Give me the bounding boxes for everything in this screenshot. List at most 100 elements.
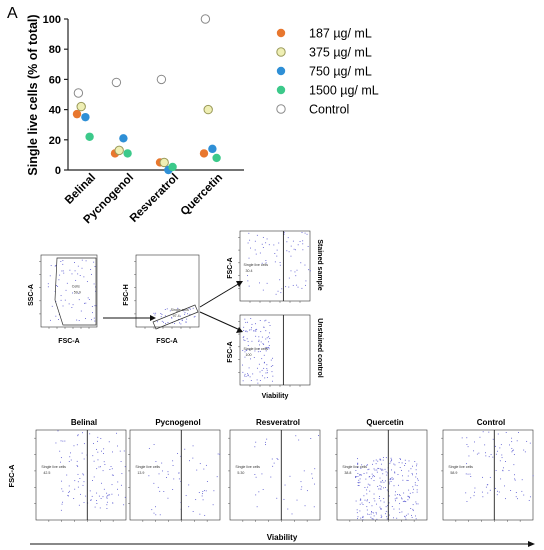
event-dot — [487, 492, 489, 494]
event-dot — [514, 479, 516, 481]
plot-frame — [442, 429, 534, 521]
event-dot — [106, 492, 108, 494]
event-dot — [302, 243, 304, 245]
event-dot — [50, 265, 52, 267]
event-dot — [416, 489, 418, 491]
event-dot — [290, 255, 292, 257]
event-dot — [202, 490, 204, 492]
event-dot — [56, 285, 57, 286]
event-dot — [371, 518, 373, 520]
event-dot — [76, 465, 78, 466]
event-dot — [511, 441, 513, 443]
event-dot — [60, 295, 62, 297]
event-dot — [397, 494, 398, 496]
gating-strategy: Cells 59.9 SSC-A FSC-A Single cells 97.4 FSC-H… — [28, 230, 323, 400]
event-dot — [180, 481, 182, 482]
event-dot — [49, 319, 51, 321]
event-dot — [368, 476, 370, 478]
event-dot — [373, 493, 375, 495]
event-dot — [311, 477, 313, 479]
event-dot — [360, 474, 361, 476]
event-dot — [83, 502, 85, 503]
event-dot — [366, 499, 368, 501]
event-dot — [404, 463, 406, 464]
legend-marker — [276, 85, 286, 95]
event-dot — [255, 329, 257, 331]
event-dot — [67, 494, 69, 496]
event-dot — [389, 462, 391, 464]
event-dot — [106, 504, 108, 506]
event-dot — [117, 445, 118, 447]
event-dot — [266, 377, 268, 379]
event-dot — [495, 445, 496, 447]
event-dot — [387, 505, 388, 507]
event-dot — [268, 341, 270, 343]
event-dot — [94, 305, 96, 307]
event-dot — [361, 474, 363, 476]
event-dot — [270, 359, 272, 361]
event-dot — [280, 292, 282, 294]
event-dot — [185, 321, 187, 323]
event-dot — [94, 266, 96, 268]
event-dot — [265, 444, 266, 446]
event-dot — [93, 317, 95, 319]
event-dot — [68, 491, 70, 493]
event-dot — [308, 269, 310, 271]
event-dot — [61, 270, 63, 272]
event-dot — [366, 509, 368, 511]
event-dot — [247, 374, 249, 376]
event-dot — [192, 457, 194, 459]
event-dot — [381, 463, 382, 465]
event-dot — [244, 351, 246, 353]
event-dot — [79, 275, 81, 276]
event-dot — [106, 508, 108, 510]
event-dot — [305, 280, 307, 282]
event-dot — [268, 336, 269, 338]
event-dot — [77, 265, 79, 267]
event-dot — [202, 493, 203, 495]
event-dot — [66, 474, 68, 476]
event-dot — [184, 312, 186, 314]
event-dot — [192, 307, 194, 309]
event-dot — [85, 318, 86, 319]
event-dot — [262, 343, 264, 345]
event-dot — [268, 321, 270, 323]
event-dot — [98, 495, 100, 497]
event-dot — [516, 440, 518, 442]
bottom-plot: Single live cells 5.30 — [228, 429, 321, 522]
gating-plot-4: Single live cells 100 — [238, 314, 311, 387]
event-dot — [468, 455, 470, 457]
event-dot — [97, 436, 99, 438]
y-tick-label: 40 — [49, 105, 61, 117]
event-dot — [250, 358, 252, 360]
event-dot — [112, 451, 113, 453]
gate-value: 97.4 — [173, 314, 180, 318]
event-dot — [497, 433, 499, 435]
event-dot — [374, 475, 375, 477]
event-dot — [398, 508, 400, 510]
event-dot — [64, 440, 66, 442]
event-dot — [380, 488, 382, 490]
event-dot — [314, 483, 315, 485]
event-dot — [283, 231, 285, 233]
event-dot — [367, 483, 369, 485]
event-dot — [184, 313, 186, 315]
event-dot — [408, 489, 410, 491]
event-dot — [265, 346, 267, 348]
event-dot — [505, 461, 506, 462]
event-dot — [513, 449, 515, 451]
arrow-head — [528, 541, 535, 547]
event-dot — [160, 316, 162, 318]
event-dot — [184, 448, 186, 450]
event-dot — [272, 365, 274, 367]
event-dot — [511, 447, 513, 449]
y-tick-label: 60 — [49, 74, 61, 86]
event-dot — [244, 375, 245, 377]
plot-frame — [40, 254, 98, 328]
event-dot — [188, 506, 190, 508]
x-tick-label: Quercetin — [179, 172, 225, 218]
event-dot — [394, 498, 396, 500]
legend-marker — [276, 104, 286, 114]
event-dot — [469, 473, 471, 475]
bottom-plot-title: Control — [477, 418, 505, 427]
